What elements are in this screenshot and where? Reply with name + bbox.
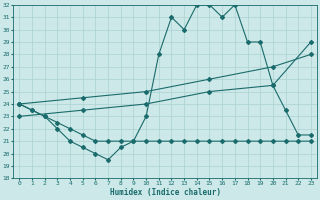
X-axis label: Humidex (Indice chaleur): Humidex (Indice chaleur): [110, 188, 220, 197]
